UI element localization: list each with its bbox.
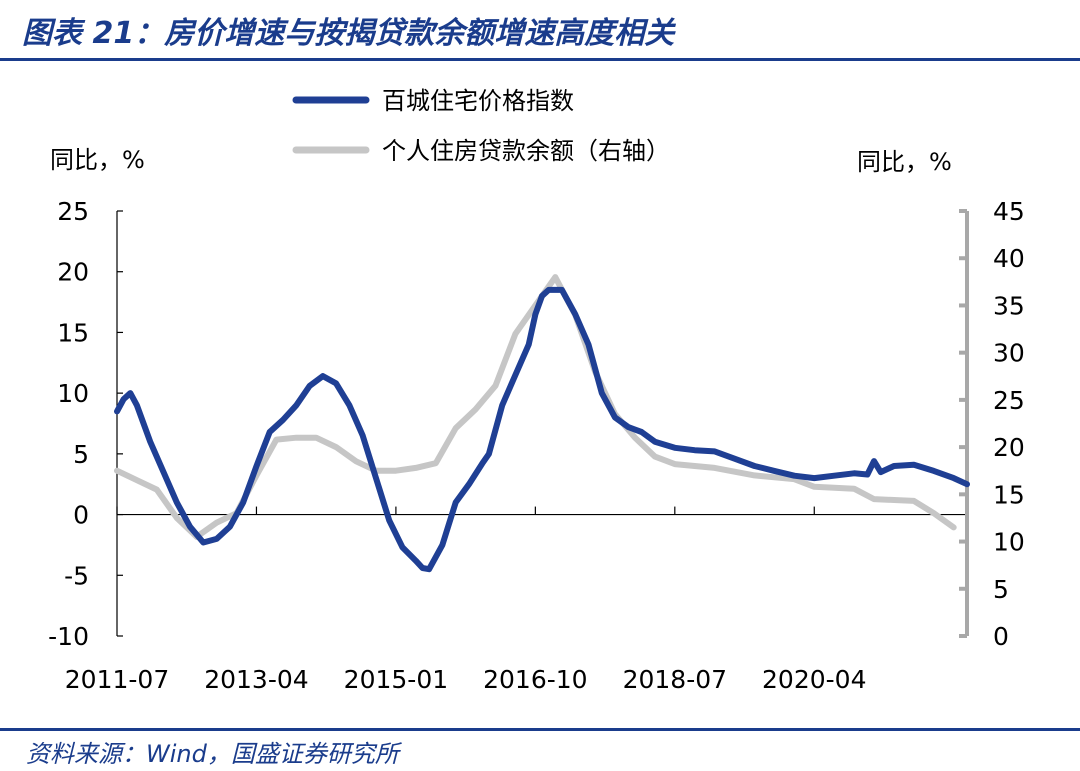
x-tick-label: 2015-01 — [344, 665, 448, 694]
footer-divider — [0, 728, 1080, 731]
right-y-tick-label: 5 — [993, 575, 1009, 604]
left-y-tick-label: -10 — [48, 622, 89, 651]
right-y-tick-label: 15 — [993, 480, 1025, 509]
left-y-tick-label: -5 — [64, 561, 89, 590]
x-tick-label: 2016-10 — [483, 665, 587, 694]
x-tick-label: 2013-04 — [204, 665, 308, 694]
title-divider — [0, 58, 1080, 61]
right-y-tick-label: 0 — [993, 622, 1009, 651]
left-y-tick-label: 15 — [57, 318, 89, 347]
legend-label: 百城住宅价格指数 — [382, 87, 574, 115]
right-axis-unit: 同比，% — [857, 148, 952, 176]
right-y-tick-label: 25 — [993, 386, 1025, 415]
right-y-tick-label: 10 — [993, 528, 1025, 557]
series-line-mortgage-balance — [114, 274, 957, 540]
chart-title: 图表 21：房价增速与按揭贷款余额增速高度相关 — [22, 16, 675, 51]
x-tick-label: 2020-04 — [762, 665, 866, 694]
left-y-tick-label: 10 — [57, 379, 89, 408]
right-y-tick-label: 40 — [993, 244, 1025, 273]
right-y-tick-label: 30 — [993, 339, 1025, 368]
left-y-tick-label: 0 — [73, 501, 89, 530]
left-y-tick-label: 5 — [73, 440, 89, 469]
series-line-house-price — [114, 286, 970, 573]
right-y-tick-label: 20 — [993, 433, 1025, 462]
left-axis-unit: 同比，% — [50, 146, 145, 174]
left-y-tick-label: 20 — [57, 258, 89, 287]
legend-label: 个人住房贷款余额（右轴） — [382, 137, 670, 165]
source-note: 资料来源：Wind，国盛证券研究所 — [26, 740, 399, 768]
left-y-tick-label: 25 — [57, 197, 89, 226]
x-tick-label: 2011-07 — [65, 665, 169, 694]
right-y-tick-label: 35 — [993, 291, 1025, 320]
right-y-tick-label: 45 — [993, 197, 1025, 226]
title-bar: 图表 21：房价增速与按揭贷款余额增速高度相关 — [0, 0, 1080, 62]
x-tick-label: 2018-07 — [623, 665, 727, 694]
